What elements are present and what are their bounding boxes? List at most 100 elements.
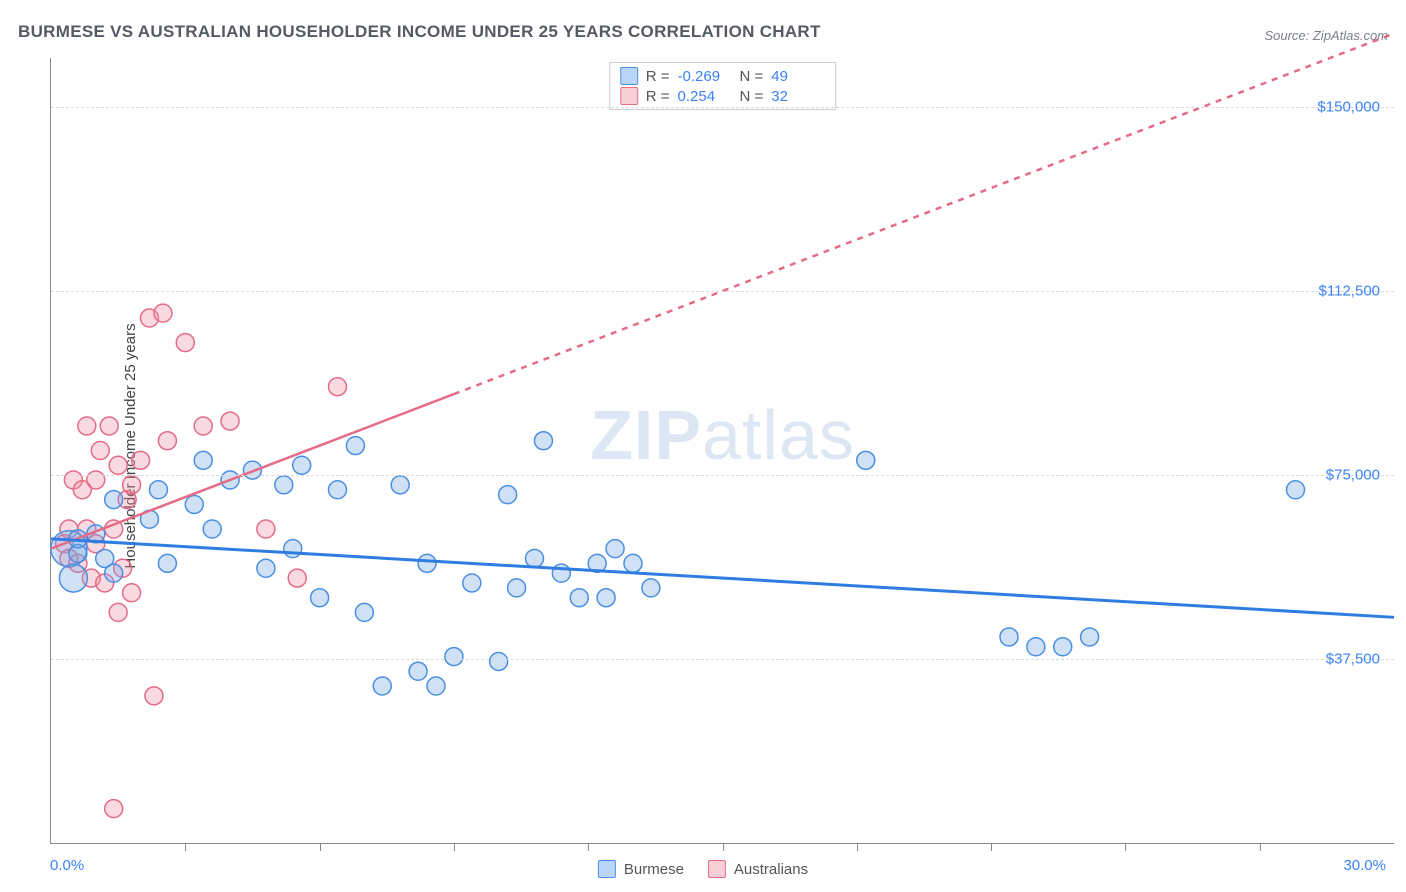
data-point — [194, 417, 212, 435]
data-point — [329, 481, 347, 499]
data-point — [257, 520, 275, 538]
data-point — [525, 549, 543, 567]
data-point — [1054, 638, 1072, 656]
x-tick — [991, 843, 992, 851]
x-tick — [588, 843, 589, 851]
data-point — [463, 574, 481, 592]
data-point — [355, 603, 373, 621]
data-point — [221, 412, 239, 430]
data-point — [109, 456, 127, 474]
data-point — [570, 589, 588, 607]
data-point — [346, 437, 364, 455]
data-point — [534, 432, 552, 450]
gridline — [51, 475, 1394, 476]
data-point — [275, 476, 293, 494]
data-point — [109, 603, 127, 621]
data-point — [624, 554, 642, 572]
gridline — [51, 107, 1394, 108]
y-tick-label: $112,500 — [1319, 283, 1380, 300]
data-point — [288, 569, 306, 587]
gridline — [51, 659, 1394, 660]
y-tick-label: $150,000 — [1317, 99, 1380, 116]
data-point — [597, 589, 615, 607]
stat-legend: R = -0.269 N = 49 R = 0.254 N = 32 — [609, 62, 837, 110]
data-point — [257, 559, 275, 577]
data-point — [445, 648, 463, 666]
stat-row-australians: R = 0.254 N = 32 — [620, 87, 826, 105]
data-point — [78, 417, 96, 435]
data-point — [158, 554, 176, 572]
data-point — [606, 540, 624, 558]
data-point — [284, 540, 302, 558]
x-tick — [1260, 843, 1261, 851]
legend-item-australians: Australians — [708, 860, 808, 878]
stat-swatch — [620, 67, 638, 85]
source-label: Source: ZipAtlas.com — [1264, 28, 1388, 43]
r-label: R = — [646, 68, 670, 85]
gridline — [51, 291, 1394, 292]
trend-line — [51, 539, 1394, 618]
data-point — [100, 417, 118, 435]
x-axis-min-label: 0.0% — [50, 857, 84, 874]
plot-svg — [51, 58, 1394, 843]
legend-label: Burmese — [624, 861, 684, 878]
plot-area: ZIPatlas R = -0.269 N = 49 R = 0.254 N =… — [50, 58, 1394, 844]
x-tick — [320, 843, 321, 851]
data-point — [123, 584, 141, 602]
data-point — [373, 677, 391, 695]
data-point — [1081, 628, 1099, 646]
r-value: -0.269 — [678, 68, 732, 85]
x-tick — [1125, 843, 1126, 851]
legend-swatch — [598, 860, 616, 878]
data-point — [158, 432, 176, 450]
data-point — [857, 451, 875, 469]
x-tick — [185, 843, 186, 851]
n-value: 49 — [771, 68, 825, 85]
x-tick — [454, 843, 455, 851]
data-point — [176, 334, 194, 352]
data-point — [391, 476, 409, 494]
stat-row-burmese: R = -0.269 N = 49 — [620, 67, 826, 85]
data-point — [508, 579, 526, 597]
data-point — [499, 486, 517, 504]
data-point — [87, 471, 105, 489]
data-point — [490, 652, 508, 670]
data-point — [427, 677, 445, 695]
r-value: 0.254 — [678, 88, 732, 105]
n-value: 32 — [771, 88, 825, 105]
data-point — [194, 451, 212, 469]
data-point — [311, 589, 329, 607]
data-point — [185, 495, 203, 513]
data-point — [105, 491, 123, 509]
x-tick — [857, 843, 858, 851]
data-point — [203, 520, 221, 538]
data-point — [123, 476, 141, 494]
data-point — [132, 451, 150, 469]
data-point — [105, 800, 123, 818]
data-point — [1000, 628, 1018, 646]
data-point — [145, 687, 163, 705]
chart-title: BURMESE VS AUSTRALIAN HOUSEHOLDER INCOME… — [18, 22, 821, 42]
x-tick — [723, 843, 724, 851]
r-label: R = — [646, 88, 670, 105]
legend-swatch — [708, 860, 726, 878]
data-point — [149, 481, 167, 499]
legend-label: Australians — [734, 861, 808, 878]
data-point — [1027, 638, 1045, 656]
data-point — [154, 304, 172, 322]
stat-swatch — [620, 87, 638, 105]
data-point — [329, 378, 347, 396]
data-point — [642, 579, 660, 597]
data-point — [409, 662, 427, 680]
n-label: N = — [740, 68, 764, 85]
data-point — [91, 442, 109, 460]
data-point — [1287, 481, 1305, 499]
n-label: N = — [740, 88, 764, 105]
data-point — [59, 564, 87, 592]
bottom-legend: Burmese Australians — [598, 860, 808, 878]
y-tick-label: $75,000 — [1326, 467, 1380, 484]
data-point — [105, 564, 123, 582]
x-axis-max-label: 30.0% — [1343, 857, 1386, 874]
legend-item-burmese: Burmese — [598, 860, 684, 878]
y-tick-label: $37,500 — [1326, 651, 1380, 668]
